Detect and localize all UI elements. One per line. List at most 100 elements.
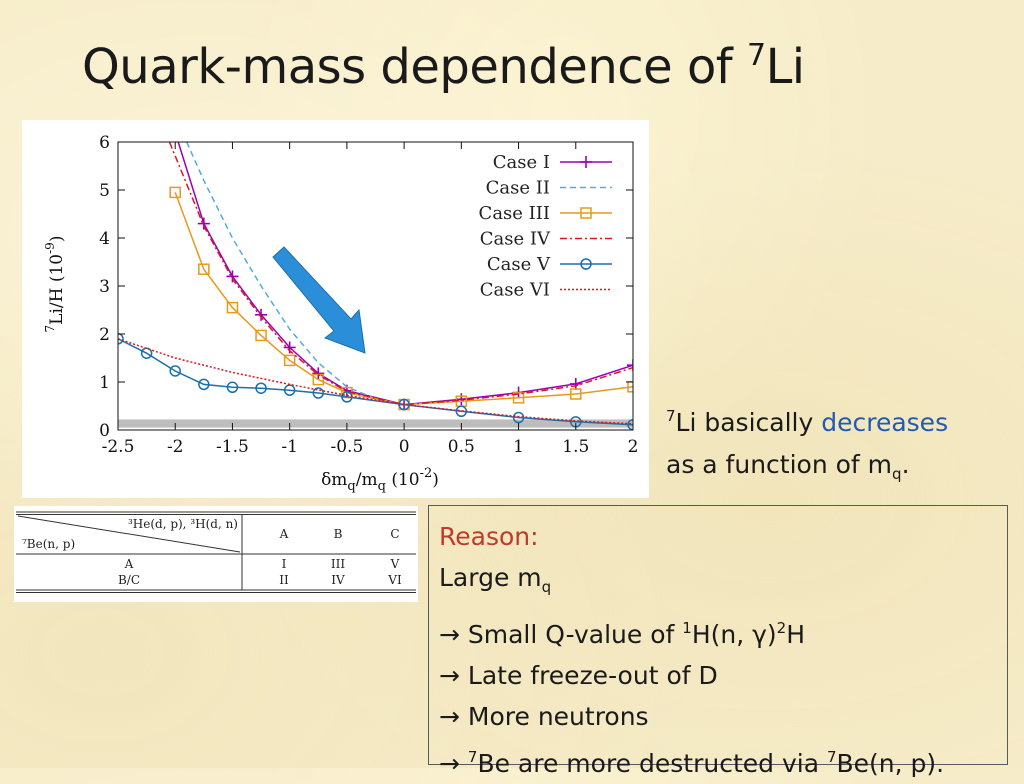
case-iv-line: [168, 142, 633, 406]
case-iii-point: [283, 354, 296, 367]
y-tick-label: 4: [99, 229, 110, 249]
reason-line-5: → 7Be are more destructed via 7Be(n, p).: [439, 737, 1007, 784]
reason-line5-mid: Be are more destructed via: [477, 749, 827, 778]
case-v-point: [140, 347, 153, 359]
case-ii-series: [186, 142, 405, 406]
table-cell: I: [282, 557, 287, 571]
case-iii-point: [226, 301, 239, 314]
case-vi-series: [118, 338, 633, 425]
reason-line2-pre: → Small Q-value of: [439, 620, 683, 649]
x-tick-label: -1.5: [216, 437, 249, 457]
case-i-point: [627, 359, 633, 372]
case-iii-point: [169, 186, 181, 199]
legend-case-v-point: [580, 258, 592, 270]
note-line-2: as a function of mq.: [666, 444, 948, 495]
case-i-point: [569, 377, 582, 390]
case-v-point: [512, 411, 525, 424]
legend-label-case-iii: Case III: [479, 203, 550, 224]
case-i-series: [177, 142, 633, 411]
table-cell: V: [390, 557, 400, 571]
legend-label-case-ii: Case II: [486, 178, 550, 199]
table-header-top: ³He(d, p), ³H(d, n): [128, 517, 238, 531]
note-end: .: [901, 450, 910, 479]
trend-arrow: [272, 246, 366, 354]
reason-line2-sup2: 2: [776, 619, 787, 637]
case-v-point: [169, 365, 181, 377]
x-tick-label: 1.5: [562, 437, 589, 457]
y-tick-label: 2: [99, 325, 110, 345]
table-row-bc-label: B/C: [118, 573, 140, 587]
x-tick-label: -0.5: [330, 437, 363, 457]
reason-line5-sup2: 7: [826, 748, 837, 766]
legend: Case I Case II Case III Case IV Case V Case V…: [479, 152, 612, 301]
x-tick-label: -2: [167, 437, 184, 457]
case-v-point: [255, 382, 267, 394]
case-v-point: [226, 381, 239, 394]
reason-line2-end: H: [786, 620, 806, 649]
y-tick-label: 1: [99, 373, 110, 393]
x-tick-label: -2.5: [102, 437, 135, 457]
case-iii-point: [512, 392, 525, 404]
case-ii-line: [186, 142, 405, 406]
case-v-point: [627, 418, 633, 430]
reason-line-2: → Small Q-value of 1H(n, γ)2H: [439, 608, 1007, 655]
title-superscript: 7: [746, 38, 766, 73]
case-vi-line: [118, 338, 633, 425]
table-header-bottom: ⁷Be(n, p): [22, 537, 75, 551]
case-i-point: [312, 367, 325, 380]
reason-line1-text: Large m: [439, 563, 542, 592]
reason-line1-sub: q: [541, 578, 552, 596]
case-i-point: [226, 270, 239, 283]
note-superscript: 7: [666, 407, 676, 425]
legend-case-iii-point: [580, 207, 592, 219]
case-iii-point: [570, 388, 582, 400]
title-main: Quark-mass dependence of: [82, 39, 747, 95]
reason-title: Reason:: [439, 522, 539, 551]
y-tick-label: 3: [99, 277, 110, 297]
table-col-a: A: [279, 527, 289, 541]
slide-title: Quark-mass dependence of 7Li: [82, 38, 805, 95]
y-tick-label: 0: [99, 421, 110, 441]
case-v-series: [118, 333, 633, 430]
case-v-point: [118, 333, 124, 345]
case-v-point: [398, 398, 410, 411]
reason-line-1: Large mq: [439, 557, 1007, 608]
case-iii-point: [198, 263, 210, 275]
case-iii-point: [627, 381, 633, 393]
x-tick-label: -1: [281, 437, 298, 457]
x-axis-label: δmq/mq (10-2): [321, 466, 439, 494]
table-cell: III: [331, 557, 345, 571]
reason-line5-pre: →: [439, 749, 468, 778]
case-table: ³He(d, p), ³H(d, n) ⁷Be(n, p) A B C A I …: [14, 506, 418, 602]
reason-line5-sup1: 7: [467, 748, 478, 766]
x-tick-label: 0.5: [448, 437, 475, 457]
table-row-a-label: A: [124, 557, 134, 571]
x-tick-label: 1: [513, 437, 524, 457]
table-col-b: B: [334, 527, 343, 541]
table-cell: IV: [331, 573, 345, 587]
legend-label-case-iv: Case IV: [480, 229, 551, 250]
y-axis-label: 7Li/H (10-9): [43, 236, 67, 333]
table-cell: II: [279, 573, 289, 587]
case-i-line: [177, 142, 633, 406]
case-v-point: [283, 384, 296, 396]
note-highlight: decreases: [821, 408, 949, 437]
legend-label-case-v: Case V: [487, 254, 551, 275]
case-v-point: [312, 387, 325, 399]
y-tick-label: 6: [99, 133, 110, 153]
reason-line2-mid: H(n, γ): [691, 620, 777, 649]
reason-line-3: → Late freeze-out of D: [439, 661, 718, 690]
note-text: Li basically: [675, 408, 822, 437]
case-v-point: [198, 378, 210, 391]
x-tick-label: 2: [628, 437, 639, 457]
legend-label-case-vi: Case VI: [480, 280, 550, 301]
case-i-point: [455, 393, 468, 406]
table-col-c: C: [390, 527, 399, 541]
case-i-point: [197, 217, 210, 230]
reason-line-4: → More neutrons: [439, 702, 649, 731]
legend-case-i-point: [580, 156, 592, 168]
note-line2-text: as a function of m: [666, 450, 893, 479]
x-tick-label: 0: [399, 437, 410, 457]
